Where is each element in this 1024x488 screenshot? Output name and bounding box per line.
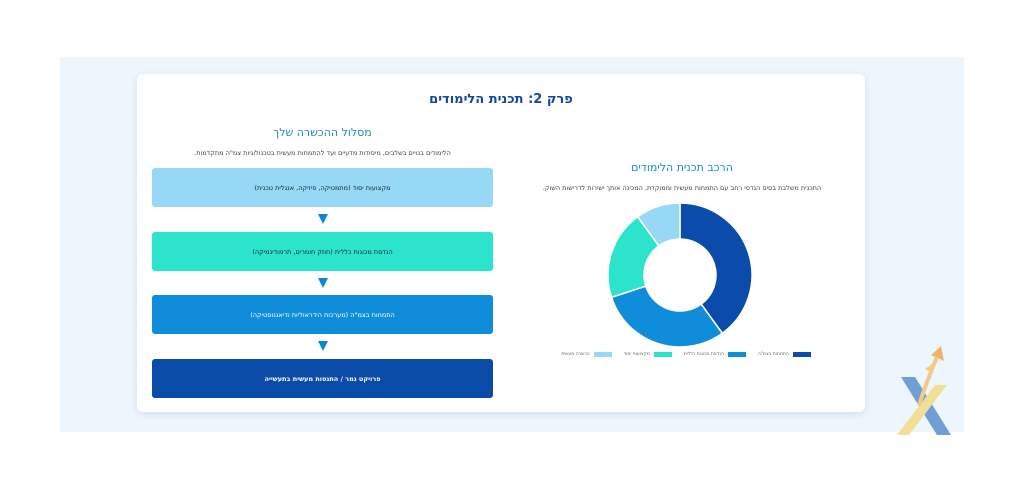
legend-swatch	[792, 351, 811, 357]
chart-legend: התמחות בצמ"ה הנדסת מכונות כללית מקצועות יס…	[561, 349, 811, 359]
curriculum-donut-chart	[607, 202, 753, 348]
legend-swatch	[727, 351, 746, 357]
legend-swatch	[653, 351, 672, 357]
flow-step-foundation: מקצועות יסוד (מתמטיקה, פיזיקה, אנגלית טכ…	[152, 168, 493, 207]
donut-slice-1	[610, 285, 724, 348]
page-title: פרק 2: תכנית הלימודים	[429, 92, 573, 107]
legend-item: התמחות בצמ"ה	[757, 351, 811, 357]
flow-step-specialization: התמחות בצמ"ה (מערכות הידראוליות ודיאגנוס…	[152, 295, 493, 334]
legend-label: מקצועות יסוד	[623, 351, 650, 357]
flow-step-general-engineering: הנדסת מכונות כללית (חוזק חומרים, תרמודינ…	[152, 232, 493, 271]
legend-item: מקצועות יסוד	[623, 351, 672, 357]
donut-slice-0	[679, 202, 753, 335]
content-card: פרק 2: תכנית הלימודים מסלול ההכשרה שלך ה…	[137, 74, 865, 412]
flow-title: מסלול ההכשרה שלך	[273, 126, 372, 139]
arrow-down-icon	[318, 278, 328, 288]
legend-item: הנדסת מכונות כללית	[683, 351, 746, 357]
legend-item: הכשרה מעשית	[561, 351, 612, 357]
chart-title: הרכב תכנית הלימודים	[631, 161, 733, 174]
flow-subtitle: הלימודים בנויים בשלבים, מיסודות מדעיים ו…	[194, 149, 451, 157]
donut-slice-3	[636, 202, 681, 247]
chart-description: התכנית משלבת בסיס הנדסי רחב עם התמחות מע…	[542, 184, 822, 192]
legend-swatch	[593, 351, 612, 357]
brand-logo-icon	[897, 346, 951, 435]
legend-label: הנדסת מכונות כללית	[683, 351, 724, 357]
legend-label: הכשרה מעשית	[561, 351, 590, 357]
legend-label: התמחות בצמ"ה	[757, 351, 789, 357]
arrow-down-icon	[318, 341, 328, 351]
arrow-down-icon	[318, 214, 328, 224]
flow-step-final-project: פרויקט גמר / התנסות מעשית בתעשייה	[152, 359, 493, 398]
